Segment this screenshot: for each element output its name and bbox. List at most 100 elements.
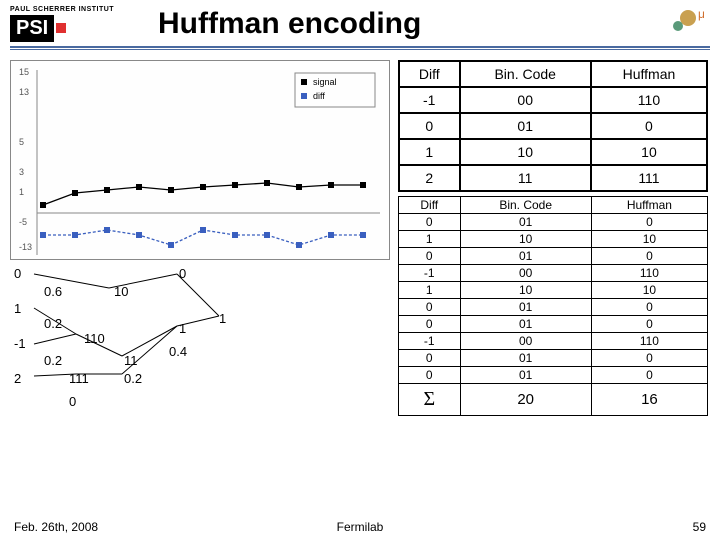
tree-node: 11 (124, 353, 138, 368)
tree-node: 110 (84, 331, 105, 346)
cell: 0 (399, 248, 461, 265)
tree-node: 0.2 (44, 316, 62, 331)
logo-institute-text: PAUL SCHERRER INSTITUT (10, 6, 150, 13)
table-row: 0010 (399, 316, 708, 333)
tree-node: 0 (69, 394, 76, 409)
page-number: 59 (693, 520, 706, 534)
col-header: Diff (399, 197, 461, 214)
tree-node: 10 (114, 284, 128, 299)
svg-text:15: 15 (19, 67, 29, 77)
cell: 00 (460, 333, 591, 350)
svg-text:signal: signal (313, 77, 337, 87)
cell: 10 (460, 231, 591, 248)
footer-venue: Fermilab (337, 520, 384, 534)
right-column: DiffBin. CodeHuffman -100110001011010211… (398, 60, 708, 426)
sum-row: Σ2016 (399, 384, 708, 416)
table-body: -100110001011010211111 (399, 87, 707, 191)
cell: 01 (460, 248, 591, 265)
code-table: DiffBin. CodeHuffman -100110001011010211… (398, 60, 708, 192)
table-row: 0010 (399, 367, 708, 384)
cell: 0 (591, 113, 707, 139)
sigma-cell: Σ (399, 384, 461, 416)
svg-text:5: 5 (19, 137, 24, 147)
cell: -1 (399, 87, 460, 113)
cell: 01 (460, 214, 591, 231)
cell: 11 (460, 165, 591, 191)
table-row: 211111 (399, 165, 707, 191)
cell: 01 (460, 113, 591, 139)
cell: 0 (591, 316, 707, 333)
logo-square (56, 23, 66, 33)
tree-node: 1 (179, 321, 186, 336)
line-chart: 1513531-5-13signaldiff (10, 60, 390, 260)
cell: 01 (460, 367, 591, 384)
tree-node: 2 (14, 371, 21, 386)
svg-text:-5: -5 (19, 217, 27, 227)
svg-text:3: 3 (19, 167, 24, 177)
svg-text:μ: μ (698, 7, 705, 21)
table-row: 0010 (399, 214, 708, 231)
table-row: -100110 (399, 333, 708, 350)
footer: Feb. 26th, 2008 Fermilab 59 (0, 520, 720, 534)
cell: 01 (460, 299, 591, 316)
corner-icon: μ (668, 6, 708, 41)
cell: -1 (399, 333, 461, 350)
table-row: 0010 (399, 350, 708, 367)
cell: 0 (399, 367, 461, 384)
svg-text:diff: diff (313, 91, 325, 101)
col-header: Huffman (591, 61, 707, 87)
tree-node: -1 (14, 336, 26, 351)
cell: 2 (399, 165, 460, 191)
cell: 0 (591, 299, 707, 316)
logo-main: PSI (10, 15, 54, 42)
cell: 1 (399, 139, 460, 165)
col-header: Bin. Code (460, 197, 591, 214)
content: 1513531-5-13signaldiff 01-120.60.20.2111… (0, 56, 720, 426)
cell: -1 (399, 265, 461, 282)
col-header: Bin. Code (460, 61, 591, 87)
tree-node: 0 (14, 266, 21, 281)
tree-node: 0.2 (44, 353, 62, 368)
svg-text:13: 13 (19, 87, 29, 97)
cell: 00 (460, 87, 591, 113)
cell: 110 (591, 265, 707, 282)
tree-node: 0 (179, 266, 186, 281)
sum-huff: 16 (591, 384, 707, 416)
tree-node: 0.4 (169, 344, 187, 359)
svg-text:1: 1 (19, 187, 24, 197)
cell: 0 (399, 299, 461, 316)
cell: 1 (399, 282, 461, 299)
page-title: Huffman encoding (158, 7, 421, 41)
cell: 10 (591, 282, 707, 299)
cell: 0 (591, 367, 707, 384)
cell: 10 (460, 282, 591, 299)
logo: PAUL SCHERRER INSTITUT PSI (10, 6, 150, 42)
cell: 10 (591, 231, 707, 248)
table-head-row: DiffBin. CodeHuffman (399, 61, 707, 87)
tree-node: 1 (219, 311, 226, 326)
tree-node: 1 (14, 301, 21, 316)
divider-2 (10, 49, 710, 50)
cell: 01 (460, 350, 591, 367)
cell: 10 (591, 139, 707, 165)
sequence-table: DiffBin. CodeHuffman 0010110100010-10011… (398, 196, 708, 416)
col-header: Diff (399, 61, 460, 87)
tree-node: 0.6 (44, 284, 62, 299)
table-row: 11010 (399, 231, 708, 248)
cell: 0 (399, 113, 460, 139)
table-row: 11010 (399, 139, 707, 165)
cell: 110 (591, 333, 707, 350)
chart-svg: 1513531-5-13signaldiff (15, 65, 387, 257)
cell: 1 (399, 231, 461, 248)
table-row: -100110 (399, 265, 708, 282)
cell: 110 (591, 87, 707, 113)
cell: 0 (591, 214, 707, 231)
divider-1 (10, 46, 710, 48)
cell: 0 (399, 350, 461, 367)
table-body: 0010110100010-1001101101000100010-100110… (399, 214, 708, 416)
table-row: 0010 (399, 248, 708, 265)
tree-node: 111 (69, 371, 89, 386)
cell: 0 (591, 350, 707, 367)
cell: 0 (591, 248, 707, 265)
header: PAUL SCHERRER INSTITUT PSI Huffman encod… (0, 0, 720, 44)
